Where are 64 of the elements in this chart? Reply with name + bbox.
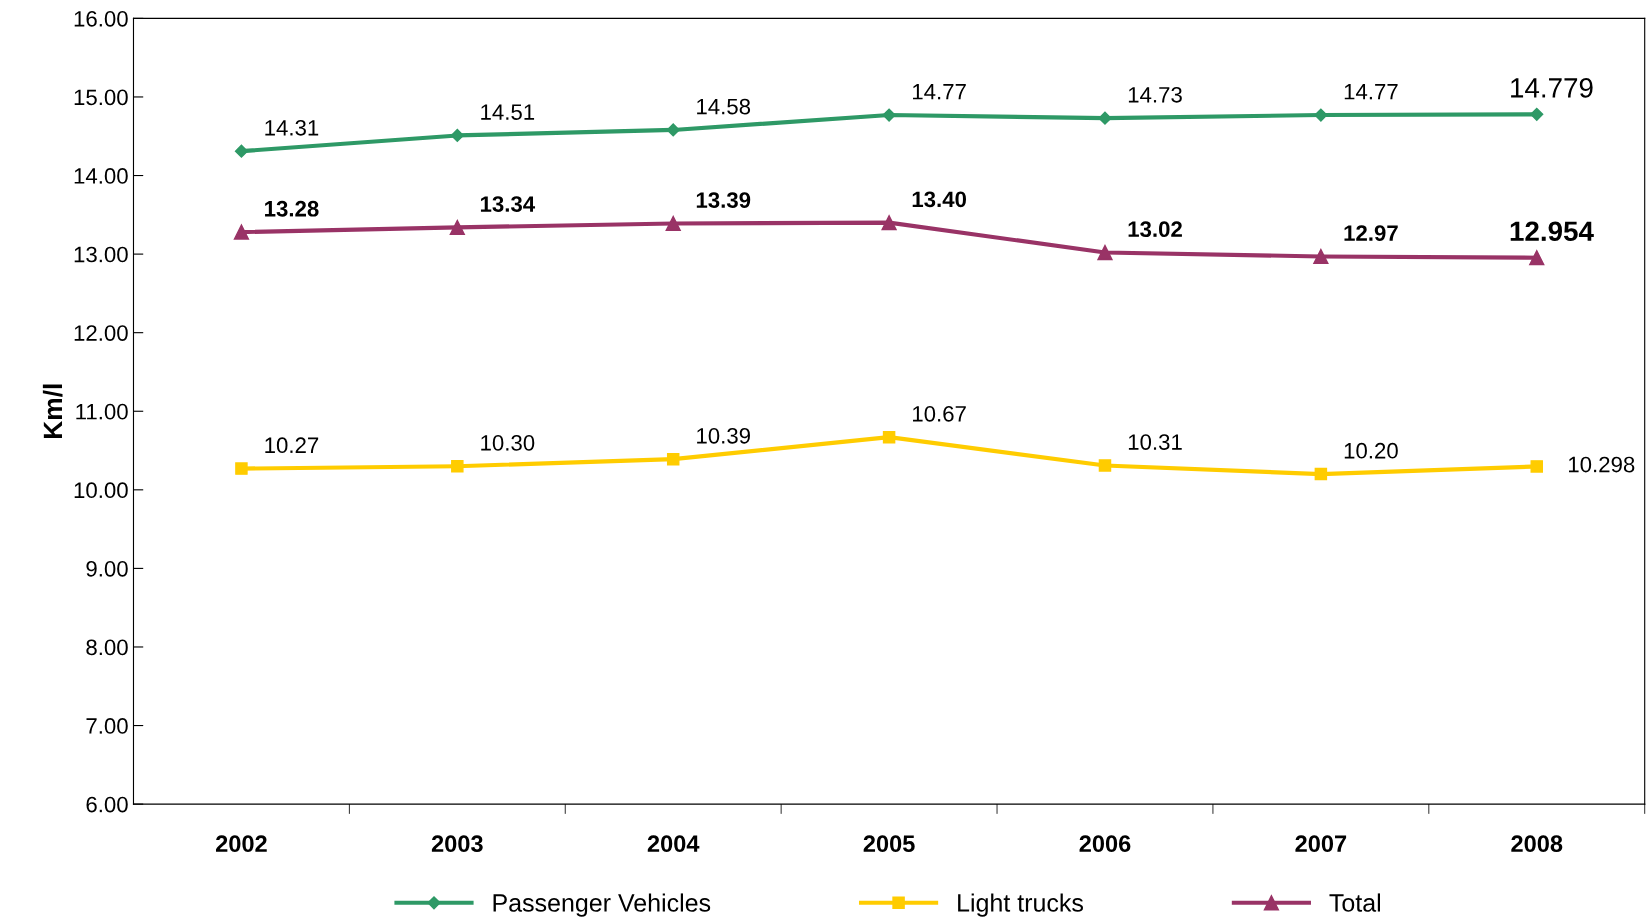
data-label: 12.97 — [1344, 225, 1398, 241]
data-label: 13.34 — [480, 196, 536, 212]
point — [1314, 108, 1328, 122]
y-tick-label: 16.00 — [74, 10, 128, 27]
point — [1098, 111, 1112, 125]
point — [666, 452, 680, 466]
y-tick-label: 11.00 — [76, 403, 128, 420]
point — [451, 460, 464, 473]
y-tick-label: 7.00 — [86, 718, 128, 734]
x-tick-label: 2005 — [863, 835, 915, 853]
y-tick-label: 6.00 — [86, 796, 128, 813]
x-tick-label: 2003 — [431, 835, 483, 853]
point — [665, 215, 681, 232]
point — [1313, 248, 1329, 265]
point — [1314, 467, 1328, 481]
data-label: 10.27 — [265, 437, 319, 454]
x-tick-label: 2006 — [1079, 835, 1131, 853]
point — [881, 215, 897, 231]
y-tick-label: 9.00 — [86, 560, 128, 577]
data-label: 14.58 — [697, 98, 751, 115]
data-label: 13.02 — [1128, 221, 1182, 238]
data-label: 10.67 — [913, 405, 966, 422]
x-tick-label: 2004 — [647, 835, 700, 853]
y-axis-title: Km/l — [42, 384, 63, 439]
data-label: 13.28 — [265, 200, 319, 217]
point — [233, 224, 250, 240]
data-label: 14.779 — [1511, 78, 1593, 98]
y-tick-label: 13.00 — [74, 246, 128, 263]
data-label: 10.30 — [481, 435, 535, 451]
data-label: 14.51 — [481, 104, 535, 120]
point — [666, 123, 680, 137]
data-label: 14.31 — [265, 119, 319, 136]
legend-label: Passenger Vehicles — [493, 893, 711, 917]
point — [1530, 107, 1544, 121]
point — [1530, 460, 1544, 473]
data-label: 10.20 — [1344, 442, 1398, 459]
x-tick-label: 2002 — [215, 835, 267, 853]
y-tick-label: 12.00 — [74, 325, 128, 341]
point — [234, 144, 249, 158]
data-label: 10.39 — [697, 427, 750, 444]
data-label: 10.31 — [1128, 434, 1182, 450]
point — [1098, 459, 1112, 472]
data-label: 14.77 — [913, 84, 966, 100]
point — [1097, 244, 1113, 261]
data-label: 14.73 — [1128, 86, 1182, 103]
point — [1529, 250, 1545, 266]
data-label: 13.39 — [696, 192, 751, 208]
point — [882, 430, 896, 444]
x-tick-label: 2007 — [1295, 835, 1347, 853]
point — [450, 128, 464, 143]
y-tick-label: 15.00 — [74, 89, 128, 106]
point — [235, 462, 248, 475]
data-label: 12.954 — [1510, 221, 1594, 242]
point — [882, 108, 896, 122]
point — [449, 219, 465, 236]
y-tick-label: 10.00 — [74, 482, 128, 499]
data-label: 13.40 — [912, 191, 967, 208]
legend-label: Light trucks — [958, 893, 1083, 917]
x-tick-label: 2008 — [1511, 835, 1563, 853]
y-tick-label: 8.00 — [86, 639, 128, 656]
legend-label: Total — [1329, 893, 1381, 912]
y-tick-label: 14.00 — [74, 168, 128, 184]
data-label: 14.77 — [1344, 84, 1398, 100]
data-label: 10.298 — [1569, 456, 1635, 473]
